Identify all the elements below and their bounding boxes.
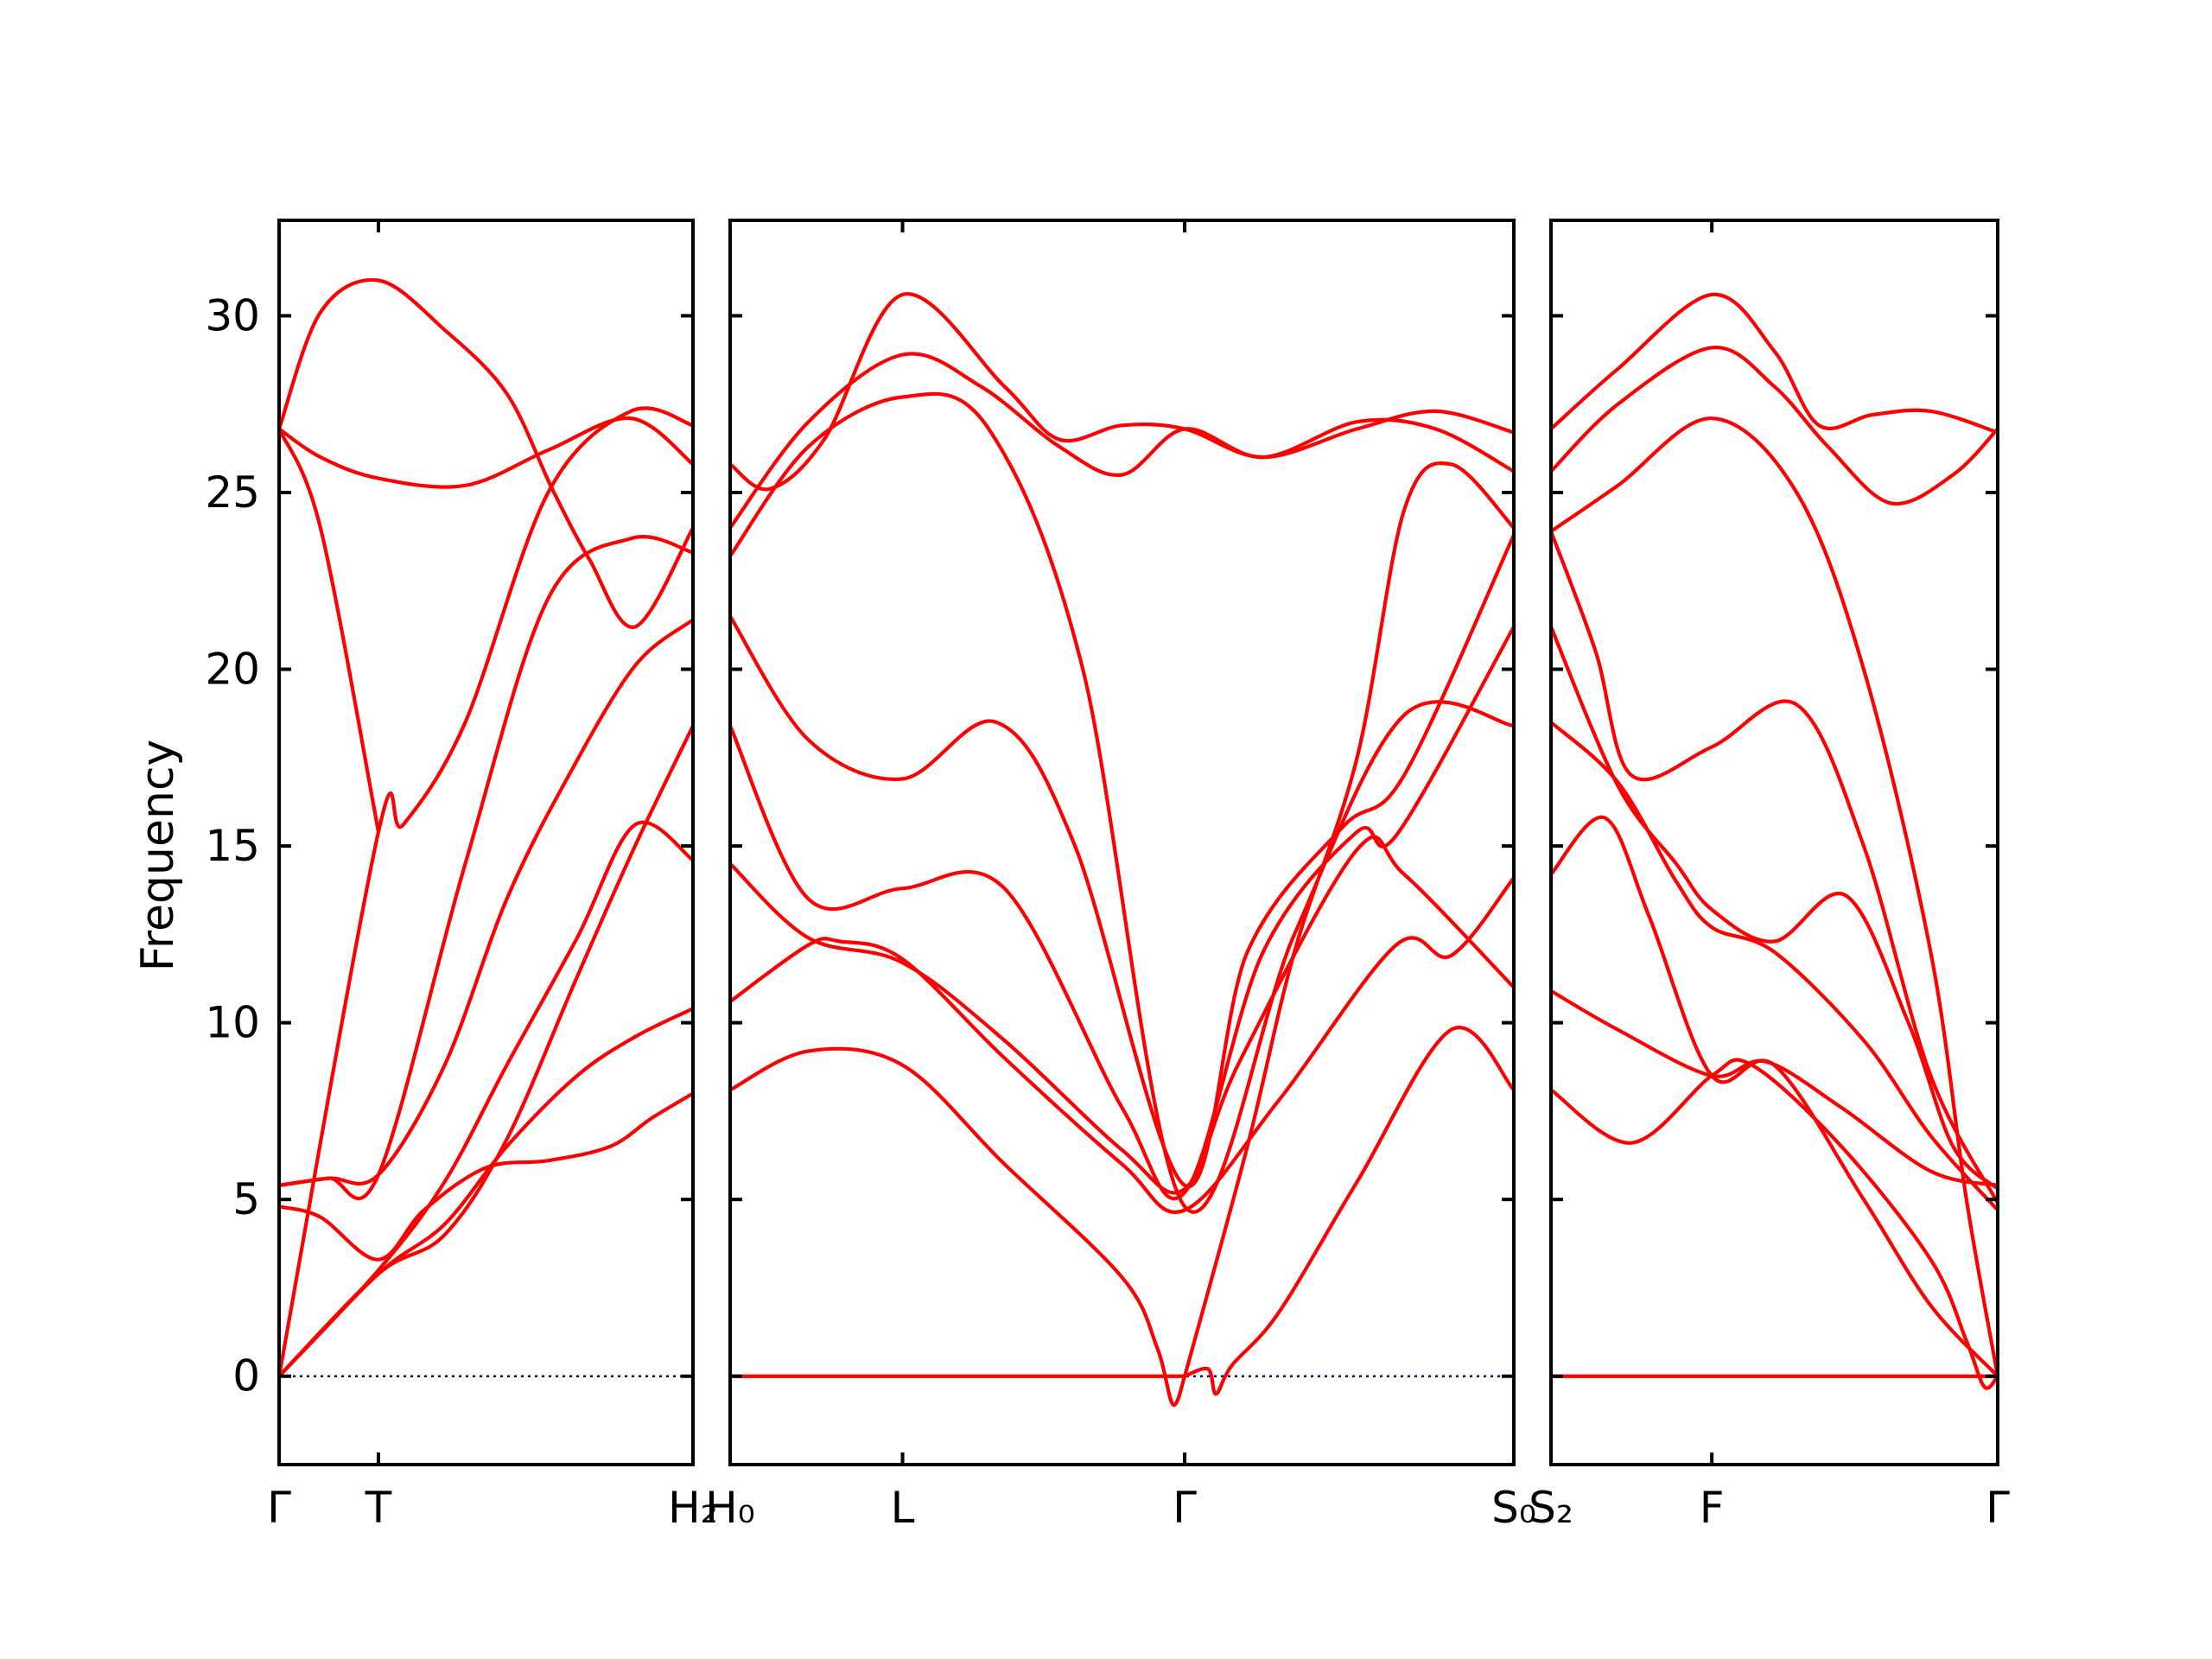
- band-line-2: [730, 875, 1514, 1214]
- x-tick-label: T: [365, 1483, 392, 1533]
- x-tick-label: Γ: [267, 1483, 291, 1533]
- band-line-3: [730, 835, 1514, 1195]
- band-line-6: [1551, 529, 1998, 1205]
- panel-3: S₂ F Γ: [1529, 219, 2010, 1533]
- band-line-5: [730, 533, 1514, 1189]
- panel-2: H₀ L Γ S₀: [705, 219, 1536, 1533]
- y-tick-label: 0: [232, 1351, 260, 1402]
- band-line-10: [279, 416, 693, 489]
- band-line-10: [1183, 1026, 1514, 1396]
- y-tick-label: 25: [205, 467, 260, 518]
- band-line-8: [730, 292, 1514, 492]
- band-line-11: [1183, 461, 1514, 1378]
- panel-frame: [1549, 219, 1999, 1466]
- x-tick-label: Γ: [1986, 1483, 2010, 1533]
- band-line-6: [279, 1091, 693, 1262]
- band-line-9: [279, 723, 693, 1378]
- x-tick-label: S₂: [1529, 1483, 1573, 1533]
- band-line-4: [730, 625, 1514, 1201]
- band-line-6: [730, 391, 1514, 1214]
- band-line-7: [279, 618, 693, 1187]
- x-tick-label: L: [891, 1483, 915, 1533]
- band-line-4: [279, 427, 381, 834]
- y-tick-label: 5: [232, 1174, 260, 1224]
- band-line-7: [1551, 346, 1998, 506]
- band-line-7: [730, 352, 1514, 530]
- x-tick-label: S₀: [1491, 1483, 1536, 1533]
- band-line-3: [1551, 815, 1998, 1378]
- band-line-1: [730, 1046, 1187, 1407]
- y-tick-label: 20: [205, 645, 260, 695]
- x-tick-label: H₀: [705, 1483, 755, 1533]
- x-tick-label: H₂: [668, 1483, 718, 1533]
- panel-frame: [728, 219, 1516, 1466]
- band-line-9: [1551, 416, 1998, 1378]
- band-line-5: [1551, 625, 1998, 1191]
- y-tick-label: 30: [205, 290, 260, 340]
- x-tick-label: Γ: [1173, 1483, 1197, 1533]
- band-line-8: [279, 535, 693, 1200]
- band-line-2: [279, 820, 693, 1378]
- bands: [1551, 292, 1998, 1390]
- x-tick-label: F: [1700, 1483, 1725, 1533]
- band-line-5: [279, 277, 693, 629]
- bands: [730, 292, 1514, 1407]
- band-line-1: [1551, 1058, 1998, 1390]
- y-tick-label: 10: [205, 998, 260, 1048]
- bands: [279, 277, 693, 1378]
- band-line-3: [279, 406, 693, 1378]
- panel-frame: [277, 219, 695, 1466]
- band-line-8: [1551, 292, 1998, 435]
- panel-1: 0 5 10 15 20 25 30 Γ T H₂: [205, 219, 718, 1533]
- band-line-4: [1551, 720, 1998, 1212]
- y-tick-label: 15: [205, 821, 260, 871]
- y-axis-label: Frequency: [132, 740, 184, 972]
